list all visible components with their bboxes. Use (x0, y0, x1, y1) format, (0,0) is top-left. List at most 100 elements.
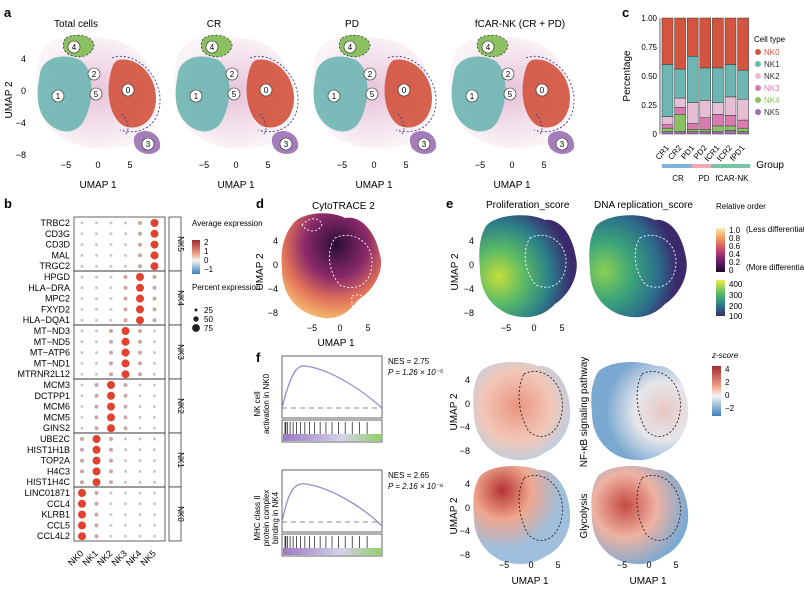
bar-segment-NK2 (686, 102, 699, 124)
dotplot-group-box (73, 270, 166, 326)
cluster-label-marker (555, 137, 569, 151)
svg-text:0.8: 0.8 (729, 234, 741, 243)
cluster-label: 1 (332, 92, 337, 101)
dot (80, 286, 84, 290)
legend-swatch (755, 73, 761, 79)
dot (138, 253, 142, 258)
dot (109, 286, 113, 290)
dot (80, 340, 84, 344)
legend-item: NK2 (764, 72, 780, 81)
dot (138, 242, 142, 247)
dot (80, 394, 84, 398)
bar-segment-NK3 (724, 115, 737, 127)
dot (153, 415, 156, 419)
svg-text:z-score: z-score (711, 351, 739, 360)
zscore-maps (473, 362, 689, 565)
svg-text:UMAP 2: UMAP 2 (449, 497, 460, 534)
dot (124, 491, 127, 495)
pct-dot (194, 308, 198, 312)
gsea-curve-box (281, 469, 383, 533)
p-value: P = 2.16 × 10⁻⁶ (388, 482, 444, 491)
umap-plot: 0 1 2 3 4 5 (174, 34, 299, 154)
dot (95, 372, 98, 376)
x-tick: 5 (127, 160, 132, 170)
enrichment-curve (281, 365, 383, 409)
svg-text:5: 5 (555, 560, 560, 570)
dot (80, 469, 84, 474)
umap-plot: 0 1 2 3 4 5 (36, 34, 161, 154)
dot (124, 502, 127, 506)
bar-segment-NK0 (712, 17, 724, 69)
cluster-outline (329, 234, 373, 289)
bar-segment-NK0 (699, 17, 712, 69)
zscore-colorbar: z-score 4 2 0 −2 (711, 351, 739, 416)
gene-label: MCM5 (44, 412, 71, 422)
dot (152, 285, 157, 290)
expr-tick: 1 (204, 247, 209, 256)
dot (124, 469, 127, 473)
bar-segment-NK2 (712, 102, 724, 115)
dot (136, 273, 144, 281)
panel-f-label: f (256, 350, 261, 365)
cluster-label-marker (363, 67, 377, 81)
svg-text:−8: −8 (460, 446, 470, 456)
svg-text:−8: −8 (464, 308, 474, 318)
group-tag-label: NK2 (176, 398, 185, 414)
dot (94, 501, 99, 506)
dot (152, 318, 157, 323)
cluster-label: 2 (506, 70, 511, 79)
y-tick: 0.75 (641, 43, 657, 52)
panel-c-label: c (622, 5, 629, 20)
dot (80, 253, 84, 257)
x-tick: 5 (403, 160, 408, 170)
cluster-label: 0 (264, 86, 269, 95)
cluster-label-marker (227, 87, 241, 101)
svg-text:1.0: 1.0 (729, 226, 741, 235)
dot (138, 329, 142, 333)
cluster-label-marker (89, 87, 103, 101)
cluster-outline (301, 218, 323, 232)
legend-item: NK5 (764, 108, 780, 117)
dot (80, 405, 84, 409)
dot (136, 316, 144, 325)
svg-text:5: 5 (673, 560, 678, 570)
group-tag-label: NK5 (176, 236, 185, 252)
bar-segment-NK1 (712, 67, 724, 103)
dot (109, 458, 113, 463)
dot (124, 232, 127, 236)
cluster-label-marker (397, 83, 411, 97)
dot (153, 437, 156, 441)
bar-segment-NK4 (674, 114, 686, 132)
group-name: CR (672, 174, 684, 183)
y-tick: 4 (21, 54, 26, 64)
legend-swatch (755, 49, 761, 55)
group-bar (662, 164, 751, 168)
cluster-label: 5 (508, 90, 513, 99)
x-tick: −5 (337, 160, 347, 170)
dot (80, 243, 84, 247)
dot (123, 393, 128, 398)
expr-tick: 0 (204, 256, 209, 265)
cytotrace-title: CytoTRACE 2 (312, 201, 375, 212)
y-tick: −8 (16, 150, 26, 160)
cluster-1-region (37, 56, 92, 132)
bar-segment-NK3 (686, 123, 699, 130)
bar-segment-NK4 (686, 129, 699, 132)
umap-plot: 0 1 2 3 4 5 (450, 34, 575, 154)
cluster-label-marker (67, 40, 81, 54)
dot (138, 231, 142, 236)
dot (80, 232, 84, 236)
cluster-label-marker (417, 137, 431, 151)
dot (121, 337, 130, 346)
dot (138, 437, 142, 441)
panel-d-label: d (256, 196, 264, 211)
dot (123, 415, 128, 420)
dot (124, 459, 127, 463)
dot (153, 469, 156, 473)
dot (136, 294, 144, 303)
dot (109, 350, 113, 355)
dot (109, 275, 113, 279)
legend-title: Cell type (754, 35, 786, 44)
svg-text:0.2: 0.2 (729, 258, 741, 267)
